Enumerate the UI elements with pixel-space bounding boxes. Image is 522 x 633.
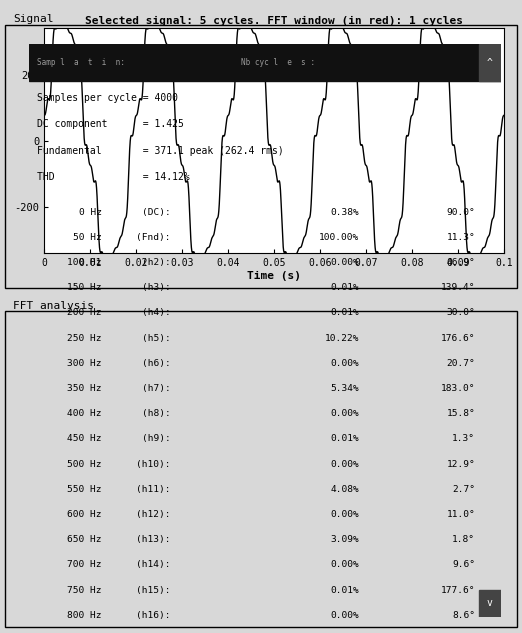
Text: 11.0°: 11.0° (446, 510, 475, 519)
Text: (Fnd):: (Fnd): (136, 233, 170, 242)
Text: 100.00%: 100.00% (319, 233, 359, 242)
Text: 177.6°: 177.6° (441, 586, 475, 594)
Text: 0.00%: 0.00% (330, 560, 359, 570)
Text: 0.00%: 0.00% (330, 409, 359, 418)
Text: (h15):: (h15): (136, 586, 170, 594)
Text: Nb cyc l  e  s :: Nb cyc l e s : (241, 58, 315, 67)
Text: 10.22%: 10.22% (325, 334, 359, 342)
Text: 9.6°: 9.6° (452, 560, 475, 570)
Text: Samples per cycle = 4000: Samples per cycle = 4000 (37, 93, 178, 103)
Text: 0.01%: 0.01% (330, 283, 359, 292)
Text: 5.34%: 5.34% (330, 384, 359, 393)
Text: 450 Hz: 450 Hz (67, 434, 102, 444)
Text: 12.9°: 12.9° (446, 460, 475, 468)
Text: 0 Hz: 0 Hz (79, 208, 102, 216)
Text: (h9):: (h9): (141, 434, 170, 444)
Text: 2.7°: 2.7° (452, 485, 475, 494)
Text: v: v (487, 598, 493, 608)
Text: 700 Hz: 700 Hz (67, 560, 102, 570)
Bar (29, 44, 501, 81)
Text: 0.00%: 0.00% (330, 460, 359, 468)
Text: (h14):: (h14): (136, 560, 170, 570)
Text: 15.8°: 15.8° (446, 409, 475, 418)
Text: 0.00%: 0.00% (330, 258, 359, 267)
Text: 100 Hz: 100 Hz (67, 258, 102, 267)
Text: (h6):: (h6): (141, 359, 170, 368)
Text: (h5):: (h5): (141, 334, 170, 342)
Text: 500 Hz: 500 Hz (67, 460, 102, 468)
Text: Fundamental       = 371.1 peak (262.4 rms): Fundamental = 371.1 peak (262.4 rms) (37, 146, 284, 156)
Text: 46.9°: 46.9° (446, 258, 475, 267)
Text: 1.3°: 1.3° (452, 434, 475, 444)
Text: FFT analysis: FFT analysis (13, 301, 94, 311)
Bar (479, 590, 501, 617)
Text: ^: ^ (487, 58, 493, 68)
Text: 0.01%: 0.01% (330, 434, 359, 444)
Text: (h7):: (h7): (141, 384, 170, 393)
Text: 50 Hz: 50 Hz (73, 233, 102, 242)
Text: (h13):: (h13): (136, 536, 170, 544)
Text: 1.8°: 1.8° (452, 536, 475, 544)
Text: 90.0°: 90.0° (446, 208, 475, 216)
Text: 4.08%: 4.08% (330, 485, 359, 494)
Text: (h10):: (h10): (136, 460, 170, 468)
Text: 3.09%: 3.09% (330, 536, 359, 544)
Text: Signal: Signal (13, 15, 53, 24)
Text: (DC):: (DC): (141, 208, 170, 216)
Text: 0.00%: 0.00% (330, 359, 359, 368)
Text: 200 Hz: 200 Hz (67, 308, 102, 317)
Text: 0.38%: 0.38% (330, 208, 359, 216)
Text: 11.3°: 11.3° (446, 233, 475, 242)
Text: (h16):: (h16): (136, 611, 170, 620)
Text: 650 Hz: 650 Hz (67, 536, 102, 544)
Text: 30.0°: 30.0° (446, 308, 475, 317)
Text: 176.6°: 176.6° (441, 334, 475, 342)
Text: (h4):: (h4): (141, 308, 170, 317)
Text: 183.0°: 183.0° (441, 384, 475, 393)
Text: 750 Hz: 750 Hz (67, 586, 102, 594)
Text: (h12):: (h12): (136, 510, 170, 519)
Text: 550 Hz: 550 Hz (67, 485, 102, 494)
Text: 800 Hz: 800 Hz (67, 611, 102, 620)
Text: DC component      = 1.425: DC component = 1.425 (37, 120, 184, 129)
Text: 0.01%: 0.01% (330, 586, 359, 594)
Text: (h11):: (h11): (136, 485, 170, 494)
Text: 150 Hz: 150 Hz (67, 283, 102, 292)
Title: Selected signal: 5 cycles. FFT window (in red): 1 cycles: Selected signal: 5 cycles. FFT window (i… (85, 16, 463, 27)
Bar (479, 44, 501, 81)
Text: 600 Hz: 600 Hz (67, 510, 102, 519)
Text: (h8):: (h8): (141, 409, 170, 418)
X-axis label: Time (s): Time (s) (247, 271, 301, 281)
Text: 0.01%: 0.01% (330, 308, 359, 317)
Text: 350 Hz: 350 Hz (67, 384, 102, 393)
Text: (h2):: (h2): (141, 258, 170, 267)
Text: 0.00%: 0.00% (330, 611, 359, 620)
Text: 20.7°: 20.7° (446, 359, 475, 368)
Text: THD               = 14.12%: THD = 14.12% (37, 172, 190, 182)
Text: 300 Hz: 300 Hz (67, 359, 102, 368)
Text: 139.4°: 139.4° (441, 283, 475, 292)
Text: (h3):: (h3): (141, 283, 170, 292)
Text: 0.00%: 0.00% (330, 510, 359, 519)
Text: 250 Hz: 250 Hz (67, 334, 102, 342)
Text: 400 Hz: 400 Hz (67, 409, 102, 418)
Text: Samp l  a  t  i  n:: Samp l a t i n: (37, 58, 125, 67)
Text: 8.6°: 8.6° (452, 611, 475, 620)
